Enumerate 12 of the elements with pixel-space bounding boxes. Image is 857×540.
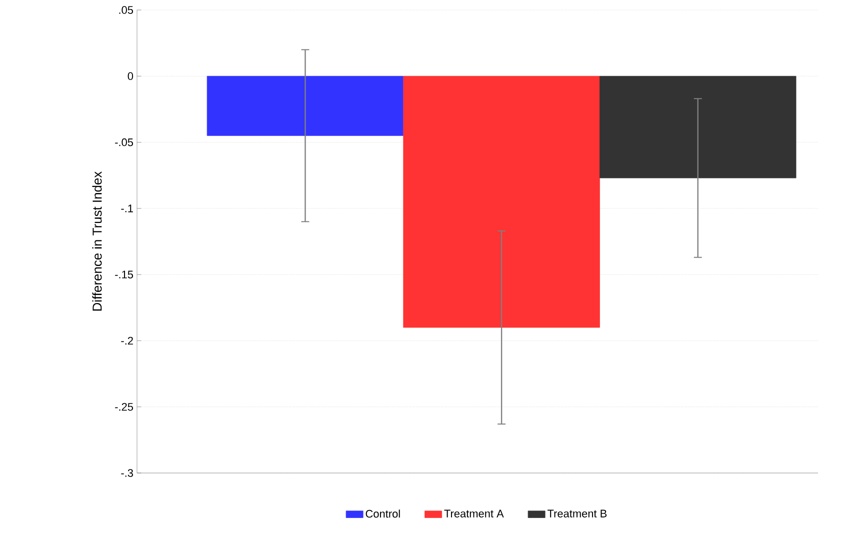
y-axis-title: Difference in Trust Index xyxy=(92,171,102,311)
y-tick-label: .05 xyxy=(119,6,134,14)
y-tick-label: -.05 xyxy=(115,138,134,146)
y-tick-label: 0 xyxy=(128,72,134,80)
y-tick-label: -.1 xyxy=(121,204,133,212)
y-tick-label: -.3 xyxy=(121,469,133,477)
legend-label: Control xyxy=(366,510,400,518)
legend-label: Treatment A xyxy=(444,510,504,518)
y-tick-label: -.2 xyxy=(121,336,133,345)
y-tick-label: -.15 xyxy=(115,270,134,278)
legend-label: Treatment B xyxy=(548,510,607,518)
y-tick-label: -.25 xyxy=(115,402,134,411)
